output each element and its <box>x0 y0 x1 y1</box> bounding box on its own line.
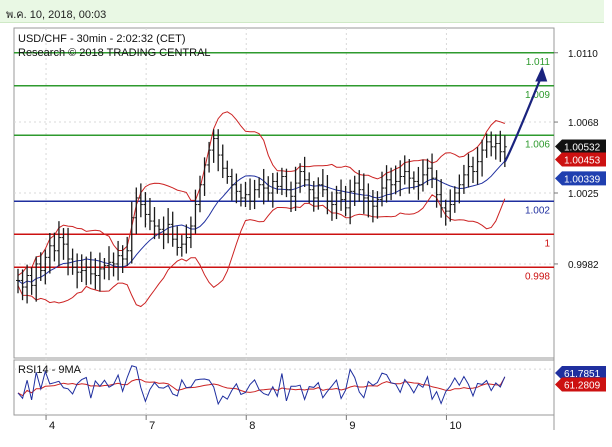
rsi-value-tag-bg <box>555 366 606 381</box>
forecast-arrowhead <box>535 66 548 82</box>
forecast-arrow-shaft <box>503 76 543 163</box>
band-price-tag-bg <box>555 152 606 167</box>
rsi-title: RSI14 - 9MA <box>18 364 82 376</box>
timestamp-bar: พ.ค. 10, 2018, 00:03 <box>0 0 604 23</box>
rsi-ma-value-tag-bg <box>555 377 606 392</box>
level-label: 1.011 <box>526 57 551 68</box>
bands-layer <box>17 111 506 308</box>
x-tick-label: 4 <box>49 420 55 432</box>
y-tick-label: 1.0068 <box>568 118 599 129</box>
rsi-line <box>17 365 506 406</box>
x-tick-label: 9 <box>349 420 355 432</box>
timestamp-text: พ.ค. 10, 2018, 00:03 <box>6 9 107 21</box>
level-label: 0.998 <box>525 271 550 282</box>
ma-price-tag-bg <box>555 171 606 186</box>
bars-layer <box>16 129 507 304</box>
ma-price-tag: 1.00339 <box>564 174 601 185</box>
x-tick-label: 8 <box>249 420 255 432</box>
moving-average <box>17 160 506 285</box>
level-label: 1.009 <box>525 90 550 101</box>
level-label: 1 <box>544 238 550 249</box>
chart-title: USD/CHF - 30min - 2:02:32 (CET) <box>18 33 185 45</box>
band-price-tag: 1.00453 <box>564 156 601 167</box>
y-tick-label: 1.0110 <box>568 49 598 60</box>
rsi-ma-line <box>17 376 506 397</box>
rsi-layer <box>14 365 554 406</box>
x-tick-label: 7 <box>149 420 155 432</box>
current-price-tag: 1.00532 <box>564 142 601 153</box>
forecast-layer <box>503 66 548 163</box>
rsi-ma-value-tag: 61.2809 <box>564 380 601 391</box>
level-label: 1.002 <box>525 205 550 216</box>
y-tick-label: 1.0025 <box>568 189 599 200</box>
rsi-value-tag: 61.7851 <box>564 369 601 380</box>
upper-band <box>17 111 505 276</box>
lower-band <box>17 194 506 308</box>
current-price-tag-bg <box>555 139 606 154</box>
axis-layer: 1.0110 1.0068 1.0025 0.9982 4 7 8 9 10 1.00532 1.0… <box>45 49 606 432</box>
y-tick-label: 0.9982 <box>568 260 599 271</box>
chart-subtitle: Research © 2018 TRADING CENTRAL <box>18 47 211 59</box>
x-tick-label: 10 <box>449 420 461 432</box>
level-label: 1.006 <box>525 139 550 150</box>
